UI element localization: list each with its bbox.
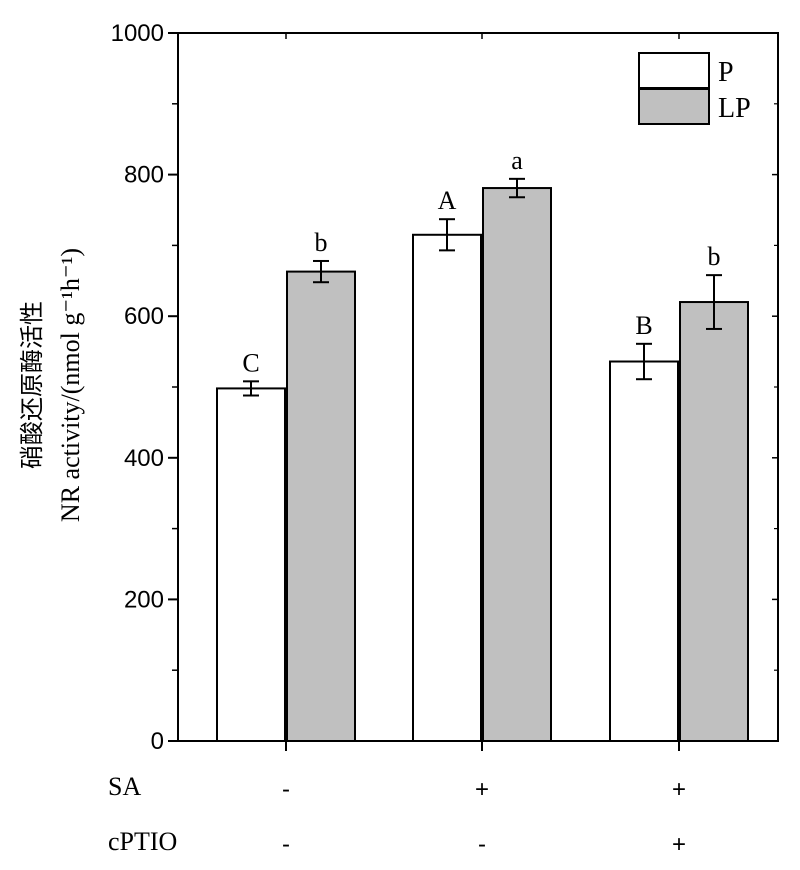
y-axis-title-cn: 硝酸还原酶活性 (19, 301, 46, 469)
x-axis (285, 33, 680, 751)
y-axis-title-en: NR activity/(nmol g⁻¹h⁻¹) (56, 248, 85, 522)
factor-sa-3: + (672, 776, 686, 803)
y-tick-label: 1000 (111, 20, 164, 47)
significance-letter: B (635, 311, 652, 340)
y-tick-label: 800 (124, 162, 164, 189)
y-axis-title: 硝酸还原酶活性 NR activity/(nmol g⁻¹h⁻¹) (19, 248, 85, 522)
bar-p-2 (412, 233, 482, 742)
legend-swatch-p (638, 52, 710, 89)
significance-letter: a (511, 146, 523, 175)
significance-letters-layer: C A Bb a b (242, 146, 720, 377)
significance-letter: b (315, 228, 328, 257)
factor-sa-2: + (475, 776, 489, 803)
y-tick-label: 200 (124, 586, 164, 613)
bars-layer (216, 187, 749, 742)
bar-p-1 (216, 387, 286, 742)
y-tick-label: 0 (151, 728, 164, 755)
factor-cptio-2: - (478, 831, 486, 858)
legend-label-p: P (718, 57, 734, 88)
significance-letter: b (708, 242, 721, 271)
row-label-cptio: cPTIO (108, 827, 177, 856)
error-bars-layer (243, 177, 722, 397)
significance-letter: A (438, 186, 457, 215)
bar-lp-3 (679, 301, 749, 742)
y-tick-label: 400 (124, 445, 164, 472)
bar-lp-2 (482, 187, 552, 742)
bar-p-3 (609, 360, 679, 742)
factor-cptio-3: + (672, 831, 686, 858)
row-label-sa: SA (108, 772, 141, 801)
legend-swatch-lp (638, 88, 710, 125)
factor-cptio-1: - (282, 831, 290, 858)
legend-label-lp: LP (718, 93, 751, 124)
y-tick-label: 600 (124, 303, 164, 330)
treatment-table: SA - + + cPTIO - - + (108, 772, 686, 858)
bar-lp-1 (286, 270, 356, 742)
legend: P LP (638, 52, 751, 125)
y-axis: 0 200 400 600 800 1000 (111, 20, 778, 755)
significance-letter: C (242, 348, 259, 377)
factor-sa-1: - (282, 776, 290, 803)
